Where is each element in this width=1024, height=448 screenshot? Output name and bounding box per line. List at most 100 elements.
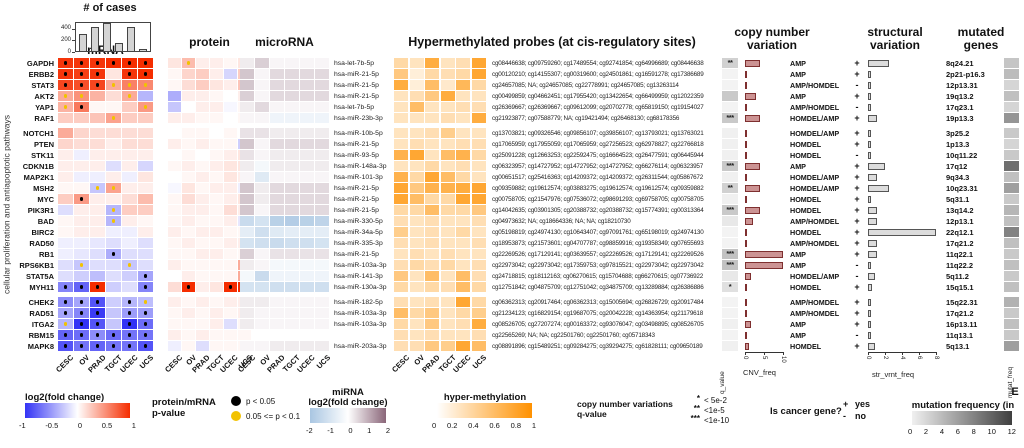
cnv-freq-bar (745, 151, 747, 159)
heatmap-cell-mirna (315, 150, 329, 160)
yellow-significance-dot-icon (79, 94, 84, 98)
heatmap-cell-meth (456, 308, 470, 318)
heatmap-cell-mrna (138, 183, 153, 193)
mirna-row-label: hsa-miR-93-5p (334, 152, 379, 159)
cnv-axis-tick-label: 5 (761, 356, 767, 360)
heatmap-cell-protein (168, 172, 181, 182)
heatmap-cell-mrna (90, 216, 105, 226)
heatmap-cell-meth (409, 205, 424, 215)
heatmap-cell-mrna (122, 113, 137, 123)
cnv-type-label: AMP/HOMDEL (790, 239, 840, 248)
yellow-significance-dot-icon (186, 61, 191, 65)
sv-freq-bar (868, 162, 885, 170)
heatmap-cell-protein (168, 282, 181, 292)
heatmap-cell-protein (224, 172, 237, 182)
heatmap-cell-meth (425, 227, 439, 237)
heatmap-cell-mirna (315, 139, 329, 149)
cnv-qvalue-cell (722, 172, 738, 182)
sv-freq-axis-label: str_vrnt_freq (872, 370, 915, 379)
heatmap-cell-protein (168, 249, 181, 259)
heatmap-cell-meth (456, 194, 470, 204)
heatmap-cell-protein (210, 227, 223, 237)
mirna-row-label: hsa-let-7b-5p (334, 104, 375, 111)
heatmap-cell-meth (471, 297, 486, 307)
heatmap-cell-protein (210, 330, 223, 340)
heatmap-cell-protein (210, 91, 223, 101)
heatmap-cell-mirna (300, 205, 314, 215)
heatmap-cell-mrna (90, 58, 105, 68)
cnv-qvalue-cell: *** (722, 205, 738, 215)
mut-freq-cell (1004, 69, 1019, 79)
heatmap-cell-mrna (106, 319, 121, 329)
heatmap-cell-mirna (300, 319, 314, 329)
heatmap-cell-protein (224, 150, 237, 160)
black-significance-dot-icon (63, 311, 68, 315)
heatmap-cell-protein (182, 58, 195, 68)
gene-label: RPS6KB1 (19, 260, 54, 270)
gene-label: MYC (37, 194, 54, 204)
mirna-row-label: hsa-miR-10b-5p (334, 130, 383, 137)
heatmap-cell-mrna (90, 91, 105, 101)
heatmap-cell-meth (471, 260, 486, 270)
heatmap-cell-mrna (58, 271, 73, 281)
legend-tick: 0 (432, 421, 437, 430)
legend-tick: 0.6 (489, 421, 500, 430)
yellow-significance-dot-icon (127, 94, 132, 98)
heatmap-cell-protein (168, 216, 181, 226)
heatmap-cell-mrna (74, 113, 89, 123)
cnv-type-label: HOMDEL/AMP (790, 173, 840, 182)
column-label-meth: CESC (389, 353, 411, 375)
heatmap-cell-mirna (255, 319, 269, 329)
mirna-row-label: hsa-miR-21-5p (334, 93, 379, 100)
heatmap-cell-mirna (300, 139, 314, 149)
heatmap-cell-mirna (270, 91, 284, 101)
mutated-gene-location: 11q22.2 (946, 260, 974, 270)
heatmap-cell-mrna (58, 128, 73, 138)
heatmap-cell-mrna (106, 227, 121, 237)
mirna-row-label: hsa-miR-21-5p (334, 207, 379, 214)
heatmap-cell-mirna (255, 271, 269, 281)
heatmap-cell-mrna (122, 69, 137, 79)
cnv-qvalue-cell (722, 297, 738, 307)
mut-freq-cell (1004, 161, 1019, 171)
gene-label: BAD (37, 216, 54, 226)
heatmap-cell-mirna (255, 308, 269, 318)
gene-label: RAD50 (29, 238, 54, 248)
sv-cancer-gene-sign: + (854, 216, 860, 226)
sv-freq-bar (868, 129, 871, 137)
mirna-row-label: hsa-miR-21-5p (334, 82, 379, 89)
heatmap-cell-meth (409, 308, 424, 318)
cnv-type-label: HOMDEL (790, 206, 822, 215)
heatmap-cell-mirna (285, 194, 299, 204)
mutated-gene-location: 3p25.2 (946, 128, 970, 138)
heatmap-cell-protein (168, 227, 181, 237)
cases-ytick-label: 0 (67, 48, 71, 55)
probe-row-label: cg24718815; cg18112163; cg06270615; cg15… (492, 273, 704, 280)
heatmap-cell-protein (168, 102, 181, 112)
sv-cancer-gene-sign: + (854, 161, 860, 171)
mut-freq-cell (1004, 238, 1019, 248)
cnv-qvalue-cell (722, 194, 738, 204)
heatmap-cell-meth (471, 205, 486, 215)
sv-title: structural variation (867, 25, 923, 52)
heatmap-cell-mirna (255, 227, 269, 237)
heatmap-cell-mirna (285, 58, 299, 68)
heatmap-cell-protein (224, 161, 237, 171)
mutated-gene-location: 17q21.2 (946, 238, 974, 248)
heatmap-cell-mirna (255, 91, 269, 101)
gene-label: STK11 (31, 150, 54, 160)
heatmap-cell-protein (168, 113, 181, 123)
heatmap-cell-mrna (90, 260, 105, 270)
heatmap-cell-mrna (106, 271, 121, 281)
cnv-type-label: AMP/HOMDEL (790, 81, 840, 90)
heatmap-cell-mirna (315, 172, 329, 182)
heatmap-cell-protein (224, 330, 237, 340)
heatmap-cell-protein (168, 69, 181, 79)
sv-axis-tick (868, 352, 869, 355)
sv-freq-bar (868, 283, 873, 291)
mut-freq-cell (1004, 113, 1019, 123)
heatmap-cell-meth (425, 161, 439, 171)
heatmap-cell-protein (196, 297, 209, 307)
heatmap-cell-mirna (285, 297, 299, 307)
